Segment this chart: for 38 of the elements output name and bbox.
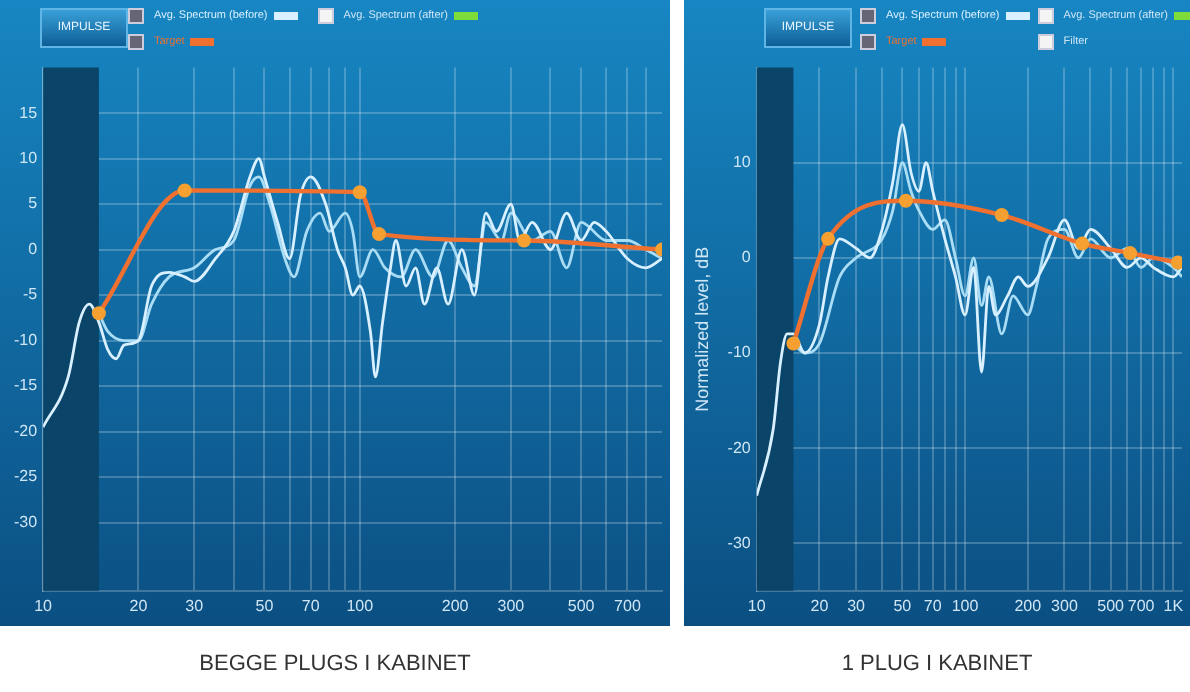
x-tick-label: 70 [301,596,321,615]
x-tick-label: 500 [1097,596,1126,615]
x-tick-label: 300 [1051,596,1079,615]
y-tick-label: -15 [14,376,39,395]
y-tick-label: -5 [22,285,39,304]
x-tick-label: 20 [810,596,830,615]
x-tick-label: 20 [129,596,149,615]
x-tick-label: 50 [255,596,275,615]
x-tick-label: 70 [923,596,943,615]
x-tick-label: 300 [497,596,526,615]
x-tick-label: 100 [951,596,980,615]
y-tick-label: -10 [14,330,39,349]
y-tick-label: 5 [28,194,39,213]
x-tick-label: 700 [1127,596,1156,615]
x-tick-label: 30 [847,596,867,615]
x-tick-label: 30 [185,596,205,615]
y-tick-label: -20 [14,421,39,440]
text: BEGGE PLUGS I KABINET [197,652,473,676]
x-tick-label: 200 [1014,596,1043,615]
x-tick-label: 100 [346,596,375,615]
y-tick-label: 15 [19,103,39,122]
x-tick-label: 50 [893,596,913,615]
y-tick-label: -20 [727,438,752,457]
x-tick-label: 10 [747,596,767,615]
x-tick-label: 500 [567,596,596,615]
x-tick-label: 200 [441,596,470,615]
y-tick-label: 0 [741,248,752,267]
y-tick-label: 10 [19,149,39,167]
y-tick-label: -10 [727,343,752,362]
y-tick-label: 0 [28,239,39,258]
y-tick-label: 10 [732,153,752,172]
x-tick-label: 1K [1163,596,1185,615]
y-tick-label: -30 [727,533,752,552]
y-tick-label: -25 [14,467,39,486]
y-tick-label: -30 [14,512,39,531]
y-axis-title: Normalized level, dB [691,246,712,412]
text: 1 PLUG I KABINET [839,652,1035,676]
x-tick-label: 700 [614,596,642,615]
